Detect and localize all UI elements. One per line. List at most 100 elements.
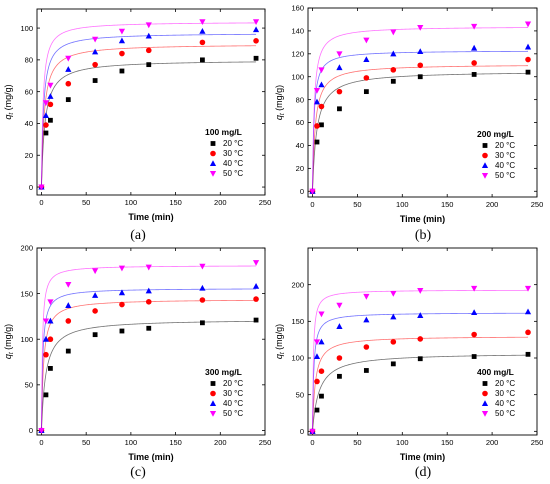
legend-label: 20 °C (495, 141, 515, 150)
x-tick-label: 50 (82, 438, 90, 447)
data-point (318, 103, 325, 110)
legend-label: 40 °C (495, 161, 515, 170)
legend-label: 20 °C (223, 379, 243, 388)
data-point (65, 80, 72, 87)
panel-label-d: (d) (414, 465, 432, 480)
legend-label: 30 °C (223, 389, 243, 398)
data-point (524, 43, 532, 50)
panel-label-c: (c) (130, 465, 146, 480)
legend-label: 20 °C (223, 139, 243, 148)
plot-frame (307, 7, 538, 198)
x-tick-label: 0 (39, 438, 43, 447)
data-point (318, 311, 325, 318)
data-point (417, 356, 423, 362)
legend-label: 40 °C (495, 399, 515, 408)
data-point (390, 361, 396, 367)
data-point (390, 290, 397, 297)
x-axis-title: Time (min) (128, 452, 173, 462)
series-50CC (38, 260, 260, 434)
legend-marker (481, 400, 489, 406)
data-point (65, 281, 72, 288)
y-tick-label: 200 (20, 244, 33, 253)
data-point (145, 22, 152, 29)
data-point (390, 313, 397, 320)
data-point (525, 351, 531, 357)
series-20CC (39, 317, 259, 433)
data-point (145, 287, 152, 294)
legend-marker (209, 400, 217, 406)
legend-label: 30 °C (495, 389, 515, 398)
y-tick-label: 100 (291, 354, 304, 363)
plot-frame (36, 8, 266, 196)
data-point (525, 69, 531, 75)
data-point (92, 332, 98, 338)
data-point (471, 60, 477, 66)
data-point (524, 285, 532, 292)
data-point (38, 184, 45, 191)
data-point (417, 288, 424, 294)
data-point (363, 368, 369, 373)
y-tick-label: 160 (291, 4, 304, 13)
legend-title: 200 mg/L (477, 129, 514, 139)
legend-marker (210, 150, 216, 157)
y-tick-label: 60 (25, 87, 33, 96)
legend-marker (482, 390, 488, 397)
data-point (42, 112, 50, 119)
y-tick-label: 40 (25, 119, 33, 128)
data-point (314, 407, 320, 413)
legend-marker (482, 381, 488, 386)
data-point (118, 265, 126, 272)
y-axis-title: qt (mg/g) (3, 324, 15, 359)
legend-label: 20 °C (495, 379, 515, 388)
y-tick-label: 0 (29, 426, 33, 435)
data-point (252, 260, 260, 266)
y-tick-label: 20 (296, 164, 304, 173)
x-tick-label: 0 (39, 198, 43, 207)
legend-label: 40 °C (223, 159, 243, 168)
series-50CC (309, 21, 532, 195)
x-tick-label: 200 (486, 438, 499, 447)
legend-label: 30 °C (495, 151, 515, 160)
data-point (471, 354, 477, 359)
y-tick-label: 80 (296, 95, 304, 104)
data-point (42, 100, 50, 107)
legend-marker (481, 162, 489, 168)
data-point (92, 36, 99, 43)
data-point (363, 316, 370, 323)
y-tick-label: 20 (25, 151, 33, 160)
data-point (417, 336, 424, 342)
data-point (363, 344, 370, 350)
x-tick-label: 200 (486, 200, 499, 209)
y-tick-label: 0 (300, 187, 304, 196)
data-point (47, 82, 54, 89)
x-axis-title: Time (min) (400, 214, 445, 224)
data-point (314, 123, 320, 129)
data-point (313, 353, 321, 360)
data-point (390, 78, 396, 84)
data-point (43, 351, 49, 358)
legend-title: 400 mg/L (477, 367, 514, 377)
plot-frame (36, 247, 266, 436)
legend-marker (482, 143, 488, 148)
data-point (92, 308, 98, 314)
data-point (145, 264, 152, 271)
legend-title: 300 mg/L (205, 367, 242, 377)
data-point (524, 21, 532, 28)
data-point (92, 78, 98, 83)
data-point (363, 75, 370, 81)
data-point (65, 318, 72, 324)
y-tick-label: 0 (29, 183, 33, 192)
data-point (253, 317, 259, 323)
x-tick-label: 50 (353, 200, 361, 209)
panel-label-a: (a) (130, 228, 146, 243)
fit-curve (41, 45, 257, 188)
y-tick-label: 0 (300, 427, 304, 436)
x-tick-label: 250 (259, 198, 272, 207)
data-point (47, 101, 54, 108)
legend-marker (209, 160, 217, 166)
data-point (253, 55, 259, 61)
legend-marker (210, 390, 216, 397)
y-tick-label: 80 (25, 56, 33, 65)
data-point (48, 366, 53, 371)
